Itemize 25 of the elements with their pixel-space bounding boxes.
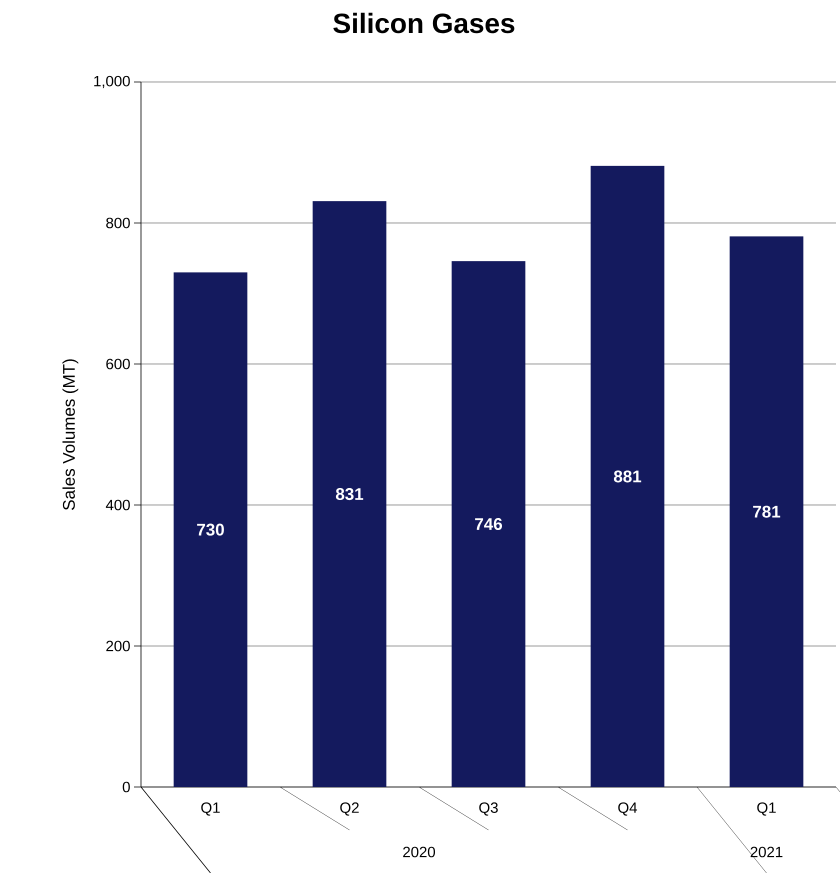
x-tick-label: Q4 [618, 802, 638, 816]
bar [590, 166, 664, 787]
data-label: 746 [475, 518, 502, 530]
bar [312, 201, 386, 787]
bar [730, 236, 804, 787]
y-axis-title: Sales Volumes (MT) [62, 359, 78, 510]
bar [452, 261, 526, 787]
text: 2020 [403, 846, 436, 858]
y-tick-label: 800 [106, 218, 130, 228]
y-tick-label: 0 [122, 782, 130, 792]
data-label: 831 [336, 488, 364, 500]
data-label: 730 [197, 524, 224, 536]
y-tick-label: 1,000 [94, 76, 130, 88]
text: 2021 [750, 846, 782, 858]
bar [174, 272, 248, 787]
x-tick-label: Q1 [201, 802, 220, 816]
y-tick-label: 200 [106, 640, 130, 652]
y-tick-label: 600 [106, 358, 130, 370]
data-label: 781 [753, 506, 780, 518]
x-tick-label: Q2 [340, 802, 359, 816]
x-tick-label: Q3 [479, 802, 498, 816]
x-tick-label: Q1 [757, 802, 776, 816]
chart-title: Silicon Gases [333, 12, 514, 34]
data-label: 881 [614, 470, 642, 482]
y-tick-label: 400 [106, 500, 130, 510]
